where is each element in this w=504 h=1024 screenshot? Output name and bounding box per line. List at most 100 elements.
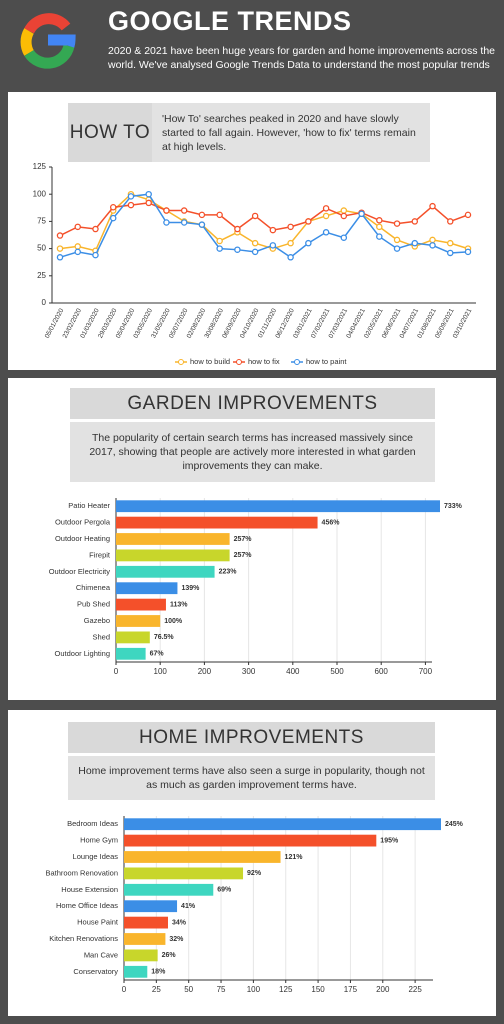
point [340, 234, 348, 241]
point [269, 226, 277, 234]
bar [116, 598, 166, 611]
section-description: Home improvement terms have also seen a … [68, 756, 435, 800]
point [322, 212, 330, 220]
bar [124, 949, 158, 962]
y-tick-label: 75 [37, 217, 46, 226]
category-label: Lounge Ideas [73, 852, 119, 861]
point [234, 225, 241, 233]
point [216, 245, 223, 252]
value-label: 67% [150, 651, 165, 658]
point [251, 239, 259, 247]
x-tick-label: 200 [198, 667, 212, 676]
point [287, 254, 294, 261]
point [92, 225, 99, 233]
value-label: 257% [234, 536, 253, 543]
value-label: 257% [234, 552, 253, 559]
point [198, 221, 206, 228]
value-label: 121% [285, 854, 304, 861]
x-tick-label: 200 [376, 985, 390, 994]
x-tick-label: 50 [184, 985, 193, 994]
point [411, 239, 419, 247]
value-label: 223% [219, 569, 238, 576]
bar [116, 631, 150, 644]
point [109, 204, 117, 211]
point [429, 236, 436, 244]
point [447, 249, 454, 257]
category-label: Patio Heater [68, 501, 110, 510]
page-subtitle: 2020 & 2021 have been huge years for gar… [108, 45, 495, 71]
legend-marker [236, 359, 242, 365]
legend-marker [178, 359, 184, 365]
section-title: GARDEN IMPROVEMENTS [70, 388, 435, 419]
y-tick-label: 125 [33, 162, 47, 171]
point [251, 212, 259, 220]
point [269, 242, 277, 249]
category-label: Kitchen Renovations [49, 934, 118, 943]
point [340, 212, 348, 220]
legend-marker [294, 359, 300, 365]
section-description: The popularity of certain search terms h… [70, 422, 435, 482]
category-label: Outdoor Heating [55, 534, 110, 543]
bar [116, 582, 178, 595]
value-label: 41% [181, 903, 196, 910]
bar [124, 851, 281, 863]
category-label: House Paint [77, 918, 119, 927]
point [127, 193, 135, 200]
legend-label: how to paint [306, 357, 347, 366]
point [251, 248, 259, 256]
value-label: 34% [172, 919, 187, 926]
point [74, 243, 81, 250]
value-label: 92% [247, 870, 262, 877]
category-label: Man Cave [84, 950, 118, 959]
bar [124, 916, 168, 929]
point [216, 211, 223, 219]
x-tick-label: 100 [154, 667, 168, 676]
bar [116, 533, 230, 545]
bar [124, 867, 244, 880]
category-label: Home Office Ideas [56, 901, 118, 910]
value-label: 113% [170, 601, 188, 608]
value-label: 456% [322, 519, 341, 526]
point [109, 214, 117, 222]
point [74, 248, 81, 256]
point [287, 239, 294, 247]
point [216, 237, 223, 245]
point [393, 236, 401, 244]
bar [124, 900, 178, 913]
point [56, 254, 64, 261]
category-label: Outdoor Lighting [55, 649, 110, 658]
legend-label: how to build [190, 357, 230, 366]
category-label: Shed [92, 632, 110, 641]
value-label: 69% [217, 887, 232, 894]
point [163, 219, 170, 226]
x-tick-label: 600 [375, 667, 389, 676]
point [56, 232, 64, 239]
value-label: 139% [181, 585, 200, 592]
point [376, 217, 383, 224]
point [411, 218, 419, 225]
point [127, 201, 135, 209]
category-label: Bathroom Renovation [45, 868, 118, 877]
point [92, 251, 99, 259]
point [393, 220, 401, 227]
x-tick-label: 100 [247, 985, 261, 994]
point [464, 211, 472, 219]
point [376, 223, 383, 231]
bar [116, 549, 230, 562]
x-tick-label: 25 [152, 985, 161, 994]
point [74, 223, 81, 231]
point [180, 207, 188, 214]
value-label: 26% [162, 952, 177, 959]
google-logo [20, 13, 76, 69]
category-label: Gazebo [84, 616, 110, 625]
x-tick-label: 0 [122, 985, 127, 994]
value-label: 18% [151, 969, 166, 976]
category-label: Outdoor Electricity [49, 567, 111, 576]
bar [116, 615, 161, 627]
bar [116, 516, 318, 529]
category-label: Bedroom Ideas [67, 819, 118, 828]
value-label: 245% [445, 821, 464, 828]
bar [116, 565, 215, 578]
point [145, 190, 152, 198]
